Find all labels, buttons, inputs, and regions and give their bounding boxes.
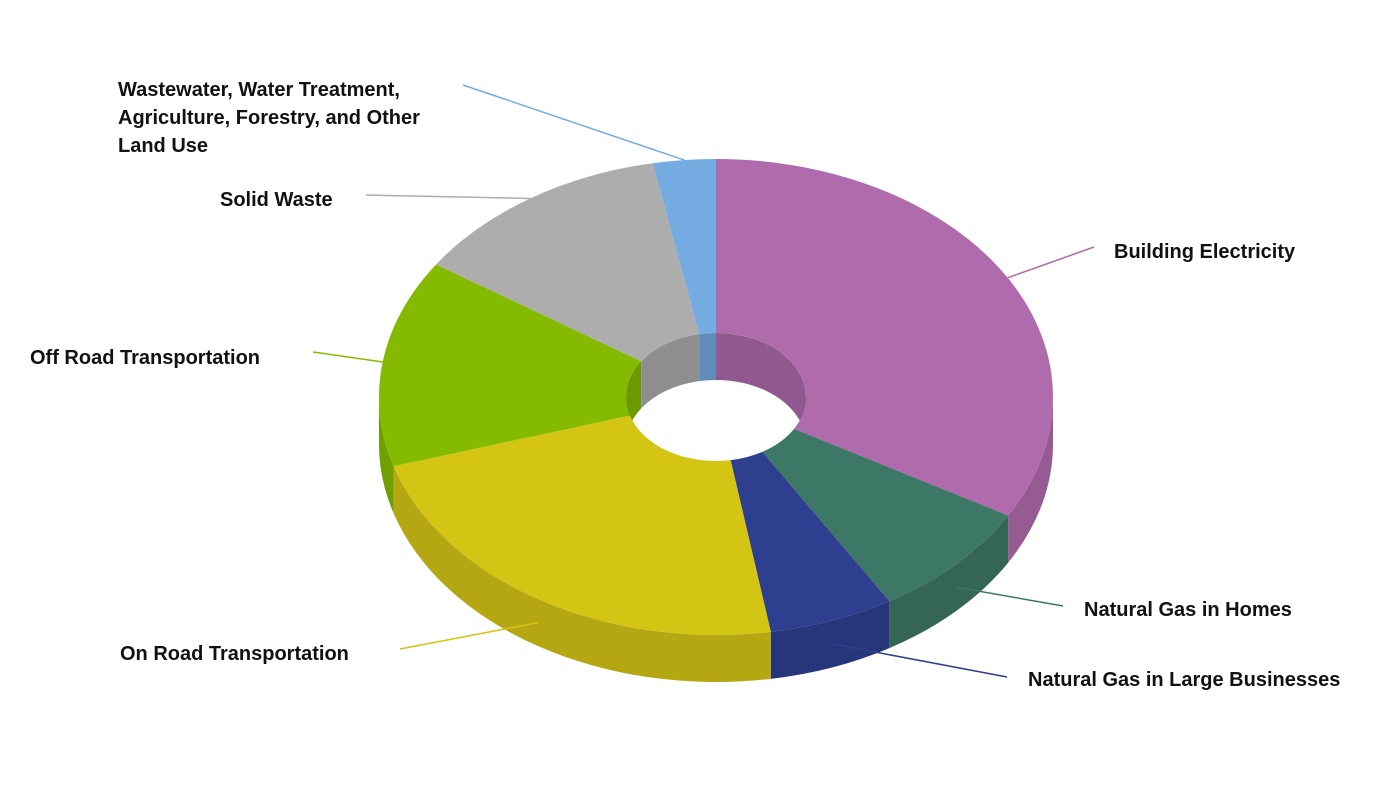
slice-label: Solid Waste bbox=[220, 189, 333, 211]
slice-side bbox=[379, 397, 394, 514]
leader-line bbox=[832, 643, 1008, 678]
slice-label: On Road Transportation bbox=[120, 643, 349, 665]
leader-line bbox=[462, 84, 685, 161]
slice bbox=[762, 428, 1009, 602]
slice-inner-wall bbox=[641, 334, 700, 409]
slice-side bbox=[1008, 397, 1053, 563]
slice-side bbox=[770, 601, 890, 679]
slice-inner-wall bbox=[699, 333, 716, 382]
slice-side bbox=[393, 466, 771, 682]
leader-line bbox=[365, 194, 531, 200]
slice bbox=[716, 159, 1053, 516]
leader-line bbox=[1007, 246, 1095, 279]
slice bbox=[393, 415, 771, 635]
slice-label: Natural Gas in Homes bbox=[1084, 599, 1292, 621]
leader-line bbox=[312, 351, 383, 363]
slice bbox=[378, 264, 642, 467]
slice-side bbox=[889, 515, 1009, 649]
slice-label: Wastewater, Water Treatment, Agriculture… bbox=[118, 79, 420, 157]
slice bbox=[730, 451, 890, 632]
slice-inner-wall bbox=[716, 333, 806, 444]
leader-line bbox=[956, 586, 1064, 607]
slice bbox=[436, 163, 700, 362]
slice-label: Natural Gas in Large Businesses bbox=[1028, 669, 1341, 691]
slice bbox=[652, 159, 716, 335]
slice-label: Off Road Transportation bbox=[30, 347, 260, 369]
leader-line bbox=[399, 621, 539, 650]
slice-label: Building Electricity bbox=[1114, 241, 1296, 263]
